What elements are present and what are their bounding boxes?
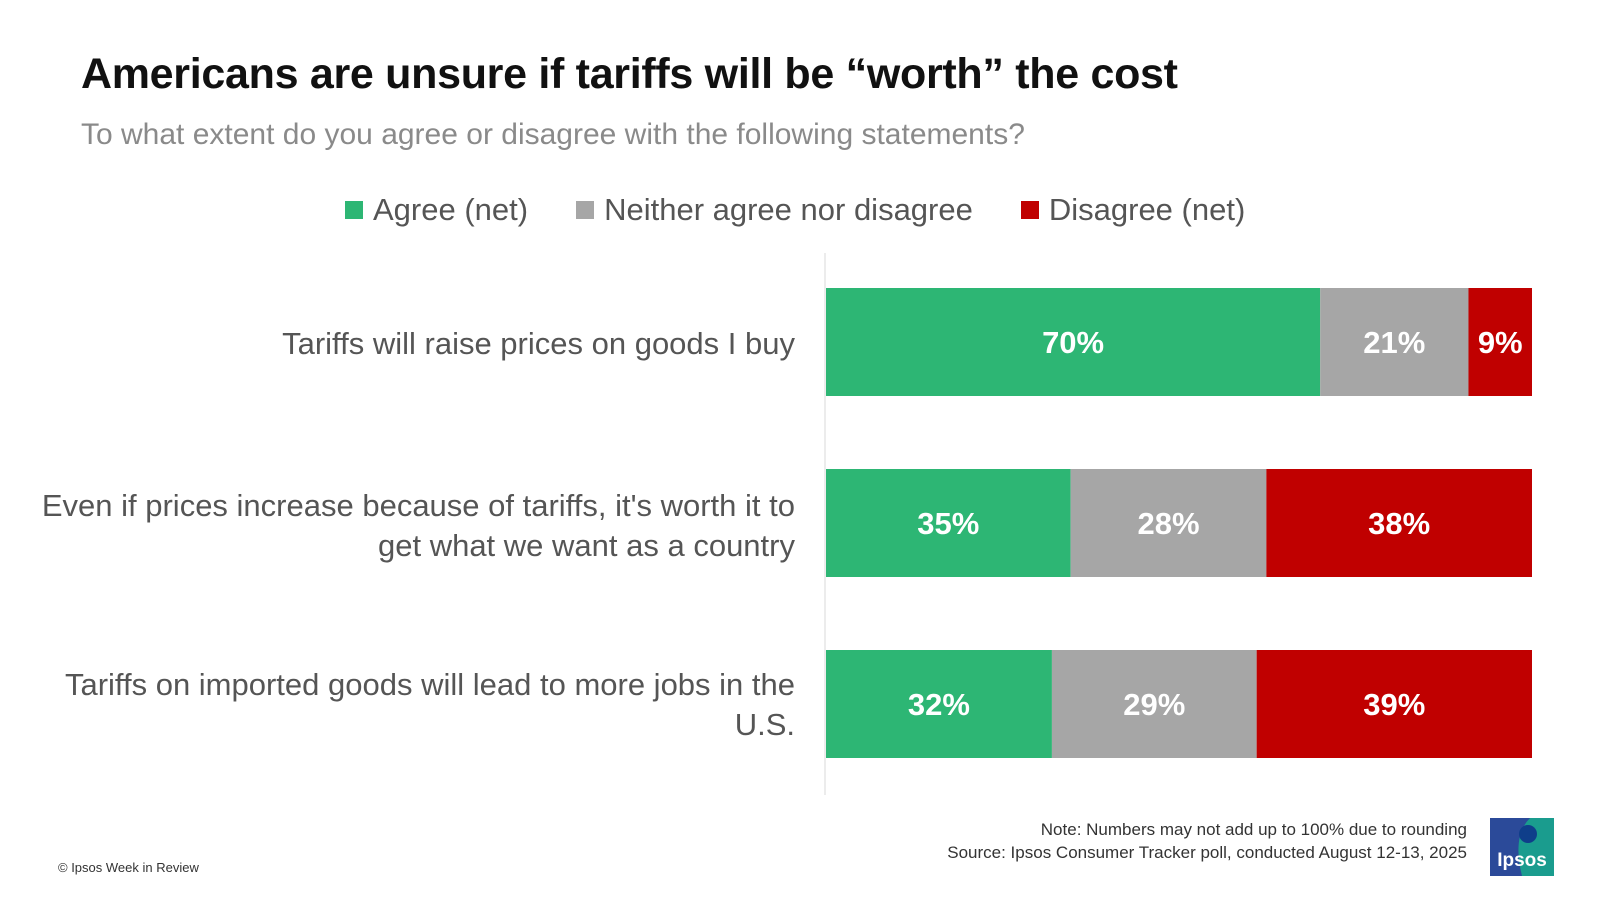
- category-label: Even if prices increase because of tarif…: [41, 488, 795, 563]
- legend-swatch-neither: [576, 201, 595, 219]
- bar-segment-disagree: [1468, 288, 1532, 396]
- data-label-neither: 21%: [1363, 325, 1425, 360]
- chart-title: Americans are unsure if tariffs will be …: [81, 50, 1178, 98]
- data-label-neither: 28%: [1137, 506, 1199, 541]
- footnote: Note: Numbers may not add up to 100% due…: [947, 818, 1467, 864]
- bar-segment-disagree: [1256, 650, 1532, 758]
- data-label-agree: 70%: [1042, 325, 1104, 360]
- logo-head-shape: [1519, 825, 1537, 843]
- copyright-text: © Ipsos Week in Review: [58, 860, 199, 875]
- legend-swatch-disagree: [1020, 201, 1039, 219]
- bar-segment-agree: [826, 288, 1321, 396]
- bar-segment-agree: [826, 469, 1071, 577]
- data-label-disagree: 39%: [1363, 687, 1425, 722]
- legend-label-neither: Neither agree nor disagree: [604, 192, 973, 227]
- bar-segment-neither: [1320, 288, 1469, 396]
- legend-item-disagree: Disagree (net): [1020, 192, 1246, 228]
- bar-segment-neither: [1070, 469, 1267, 577]
- data-label-neither: 29%: [1123, 687, 1185, 722]
- note-text: Note: Numbers may not add up to 100% due…: [1040, 820, 1467, 839]
- legend-label-disagree: Disagree (net): [1048, 192, 1246, 227]
- category-label: Tariffs will raise prices on goods I buy: [282, 326, 795, 361]
- legend-label-agree: Agree (net): [373, 192, 529, 227]
- logo-text: Ipsos: [1497, 850, 1547, 871]
- ipsos-logo: [1490, 818, 1554, 876]
- legend-item-neither: Neither agree nor disagree: [576, 192, 973, 228]
- legend-swatch-agree: [345, 201, 363, 219]
- data-label-disagree: 9%: [1478, 325, 1523, 360]
- data-label-disagree: 38%: [1368, 506, 1430, 541]
- category-label: Tariffs on imported goods will lead to m…: [64, 667, 795, 742]
- bar-segment-agree: [826, 650, 1052, 758]
- source-text: Source: Ipsos Consumer Tracker poll, con…: [947, 843, 1467, 862]
- data-label-agree: 35%: [917, 506, 979, 541]
- bar-segment-disagree: [1266, 469, 1532, 577]
- bar-segment-neither: [1051, 650, 1257, 758]
- legend-item-agree: Agree (net): [345, 192, 528, 228]
- chart-legend: Agree (net) Neither agree nor disagree D…: [345, 190, 1245, 230]
- data-label-agree: 32%: [908, 687, 970, 722]
- chart-subtitle: To what extent do you agree or disagree …: [81, 118, 1025, 151]
